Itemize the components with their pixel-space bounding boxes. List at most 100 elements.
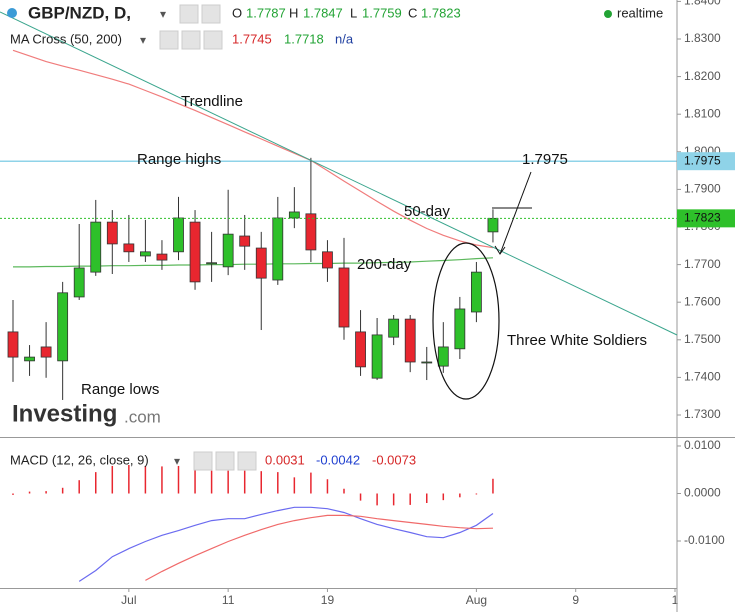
dropdown[interactable]: ▾ [174,454,180,468]
candle-body [404,318,416,363]
macd-value: 0.0031 [265,452,305,467]
ma-line [12,49,494,249]
ohlc-label: C [408,5,417,20]
candle-body [454,308,466,350]
macd-line [78,506,494,582]
annotation: Range lows [81,381,159,398]
candle-body [139,251,151,257]
y-tick-label: 1.7300 [684,407,721,421]
candle-body [106,221,118,245]
ma-value: 1.7718 [284,31,324,46]
ma-value: 1.7745 [232,31,272,46]
candle-body [470,271,482,313]
realtime-status: realtime [617,5,663,20]
x-tick-label: 11 [222,593,235,607]
ohlc-value: 1.7759 [362,5,402,20]
ma-label: 50-day [404,203,450,220]
settings-button[interactable] [201,4,221,24]
arrow-line [499,171,532,255]
candle-body [255,247,267,279]
candle-body [355,331,366,368]
candle-body [90,221,102,273]
last-price-label: 1.7823 [684,211,721,225]
candle-body [24,356,35,362]
macd-line [145,514,494,581]
x-tick-label: 1 [672,593,679,607]
y-tick-label: 1.7500 [684,332,721,346]
candle-body [206,262,218,265]
symbol-icon[interactable] [7,8,17,18]
level-label: 1.7975 [684,153,721,167]
candle-body [388,318,400,338]
dropdown[interactable]: ▾ [160,7,166,21]
ma-label: 200-day [357,256,412,273]
x-tick-label: Jul [121,593,136,607]
x-tick-label: 9 [572,593,579,607]
indicator-title: MACD (12, 26, close, 9) [10,452,149,467]
ohlc-value: 1.7847 [303,5,343,20]
y-tick-label: 1.7400 [684,370,721,384]
trendline [0,11,678,336]
close-button[interactable] [203,30,223,50]
level-annotation: 1.7975 [522,151,568,168]
candle-body [57,292,69,362]
candle-body [421,361,433,364]
symbol: GBP/NZD, D, [28,3,131,22]
ma-value: n/a [335,31,354,46]
candle-body [437,346,449,367]
level-label-box [677,152,735,171]
macd-value: -0.0042 [316,452,360,467]
watermark-suffix: .com [124,407,161,426]
y-tick-label: 1.8400 [684,0,721,8]
y-tick-label: 1.7700 [684,257,721,271]
eye-button[interactable] [179,4,199,24]
ohlc-label: O [232,5,242,20]
candle-body [288,211,300,219]
eye-button[interactable] [193,451,213,471]
watermark-brand: Investing [12,400,117,427]
y-tick-label: 1.8100 [684,106,721,120]
last-price-box [677,209,735,228]
candle-body [7,331,19,358]
plot-layer: 1.73001.74001.75001.76001.77001.78001.79… [0,0,725,607]
settings-button[interactable] [181,30,201,50]
y-tick-label: 1.7600 [684,294,721,308]
x-tick-label: Aug [466,593,487,607]
ohlc-label: H [289,5,298,20]
candle-body [338,267,350,328]
eye-button[interactable] [159,30,179,50]
arrow-head [494,245,506,255]
candle-body [123,243,135,253]
macd-value: -0.0073 [372,452,416,467]
candle-body [40,346,52,358]
ohlc-value: 1.7823 [421,5,461,20]
candle-body [73,267,85,298]
annotation: Trendline [181,93,243,110]
y-tick-label: 1.7900 [684,182,721,196]
candle-body [189,221,201,283]
candle-body [173,217,184,253]
annotation: Three White Soldiers [507,332,647,349]
ohlc-value: 1.7787 [246,5,286,20]
candle-body [222,233,234,268]
candle-body [371,334,383,379]
annotation: Range highs [137,151,221,168]
ohlc-label: L [350,5,357,20]
close-button[interactable] [237,451,257,471]
settings-button[interactable] [215,451,235,471]
y-tick-label: 0.0000 [684,486,721,500]
candle-body [487,217,499,233]
pattern-ellipse [432,242,500,400]
dropdown[interactable]: ▾ [140,33,146,47]
indicator-title: MA Cross (50, 200) [10,31,122,46]
y-tick-label: 0.0100 [684,438,721,452]
realtime-dot [604,10,612,18]
candle-body [305,213,317,251]
candle-body [239,235,251,247]
y-tick-label: 1.8200 [684,69,721,83]
y-tick-label: 1.8300 [684,31,721,45]
candle-body [322,251,333,269]
y-tick-label: -0.0100 [684,533,725,547]
